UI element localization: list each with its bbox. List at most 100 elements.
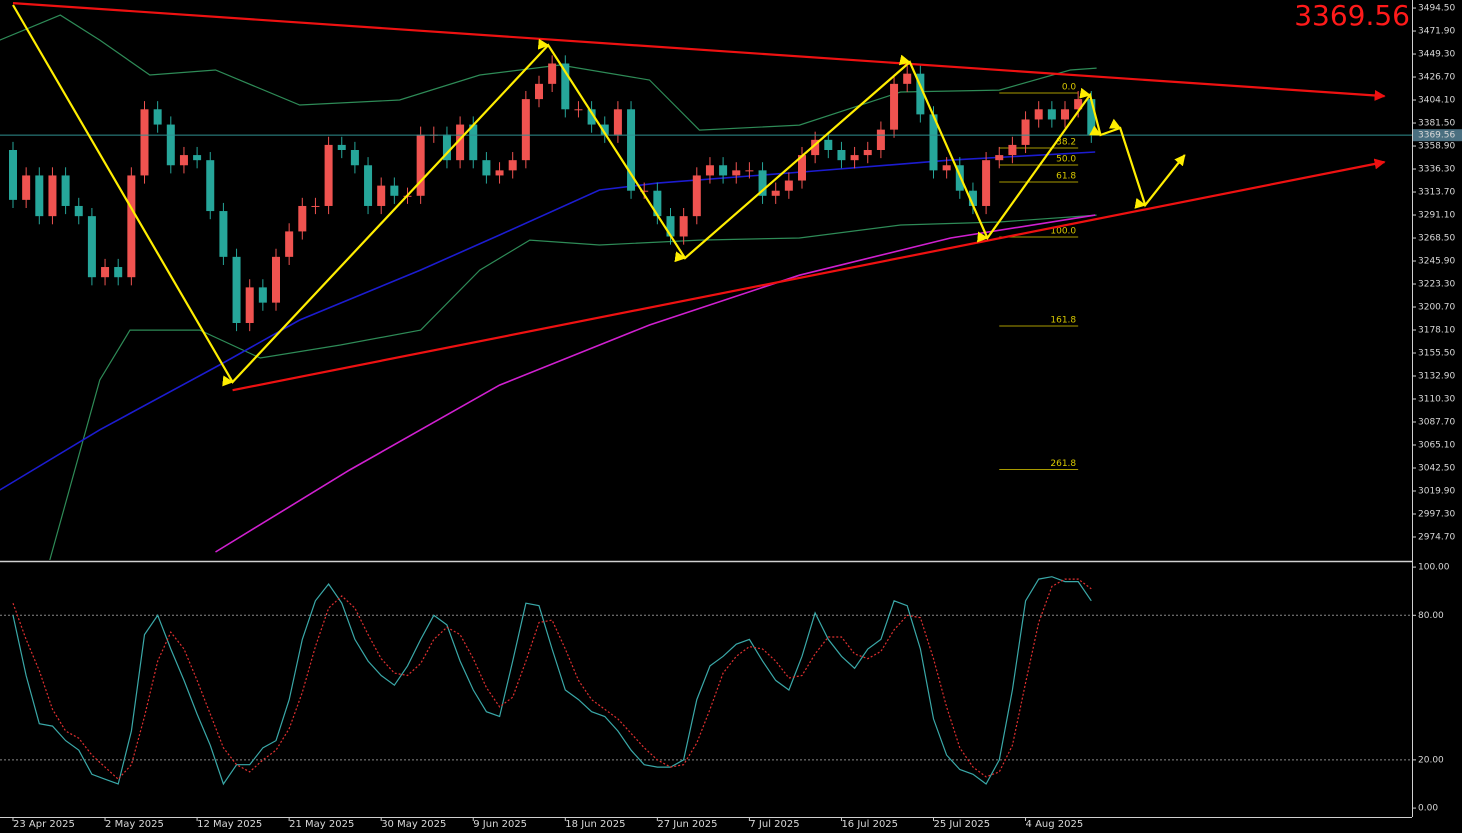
candle-body [745,170,754,172]
candle-body [732,170,741,176]
candle-body [548,63,557,84]
y-tick-label: 3426.70 [1418,73,1455,83]
x-tick-label: 16 Jul 2025 [841,819,898,830]
candle-body [784,180,793,191]
last-price-big: 3369.56 [1294,0,1410,32]
candle-body [692,175,701,217]
candle-body [48,175,57,217]
y-tick-label: 3110.30 [1418,395,1455,405]
candle-body [521,99,530,161]
y-tick-label: 3087.70 [1418,418,1455,428]
x-tick-label: 23 Apr 2025 [13,819,75,830]
osc-y-tick-label: 80.00 [1418,611,1444,621]
candle-body [61,175,70,206]
candle-body [311,205,320,207]
candle-body [245,287,254,323]
x-tick-label: 25 Jul 2025 [934,819,991,830]
candle-body [719,165,728,176]
overlay-line [12,4,1186,387]
osc-y-tick-label: 0.00 [1418,804,1438,814]
candle-body [995,155,1004,161]
candle-body [258,287,267,303]
y-tick-label: 3494.50 [1418,4,1455,14]
candle-body [206,160,215,212]
candle-body [679,216,688,237]
candle-body [1008,144,1017,156]
y-tick-label: 3313.70 [1418,188,1455,198]
candle-body [87,216,96,278]
candle-body [193,155,202,161]
last-price-tag: 3369.56 [1418,131,1455,141]
candle-body [127,175,136,278]
y-tick-label: 3155.50 [1418,349,1455,359]
x-tick-label: 27 Jun 2025 [657,819,717,830]
y-tick-label: 3042.50 [1418,464,1455,474]
y-tick-label: 3381.50 [1418,119,1455,129]
candle-body [1047,109,1056,120]
candle-body [1034,109,1043,120]
candle-body [179,155,188,166]
osc-y-tick-label: 100.00 [1418,563,1450,573]
candle-body [377,185,386,206]
candle-body [74,205,83,217]
x-tick-label: 4 Aug 2025 [1026,819,1084,830]
x-tick-label: 2 May 2025 [105,819,164,830]
candle-body [666,216,675,237]
fib-label: 50.0 [1056,154,1076,164]
osc-y-tick-label: 20.00 [1418,755,1444,765]
candle-body [416,134,425,196]
candle-body [140,109,149,176]
y-tick-label: 3336.30 [1418,165,1455,175]
candle-body [903,73,912,84]
candle-body [837,149,846,161]
candle-body [705,165,714,176]
candle-body [324,144,333,206]
candle-body [272,256,280,303]
y-tick-label: 3019.90 [1418,487,1455,497]
candle-body [114,267,123,278]
x-tick-label: 21 May 2025 [289,819,354,830]
candle-body [876,129,885,150]
candle-body [469,124,478,161]
candle-body [153,109,162,125]
fib-label: 0.0 [1062,83,1077,93]
candle-body [824,139,833,150]
candle-body [390,185,399,196]
candle-body [890,83,899,130]
candle-body [850,155,859,161]
y-tick-label: 3404.10 [1418,96,1455,106]
x-tick-label: 7 Jul 2025 [749,819,799,830]
y-tick-label: 3358.90 [1418,142,1455,152]
y-tick-label: 3200.70 [1418,303,1455,313]
x-tick-label: 9 Jun 2025 [473,819,527,830]
fib-label: 261.8 [1050,459,1076,469]
candle-body [9,149,17,200]
y-tick-label: 3449.30 [1418,50,1455,60]
y-tick-label: 3065.10 [1418,441,1455,451]
candle-body [364,165,373,206]
candle-body [482,160,491,176]
candle-body [219,211,228,257]
candle-body [101,267,110,278]
candle-body [771,190,780,196]
candle-body [508,160,517,171]
y-tick-label: 3178.10 [1418,326,1455,336]
candle-body [574,109,583,111]
candle-body [982,160,991,206]
candle-body [350,149,359,166]
candle-body [1021,119,1030,145]
candle-body [35,175,44,217]
y-tick-label: 2997.30 [1418,510,1455,520]
candle-body [232,256,241,323]
y-tick-label: 3291.10 [1418,211,1455,221]
x-tick-label: 12 May 2025 [197,819,262,830]
last-price-tag-bg [1413,129,1462,142]
y-tick-label: 2974.70 [1418,533,1455,543]
fib-label: 161.8 [1050,316,1076,326]
y-tick-label: 3132.90 [1418,372,1455,382]
fib-label: 61.8 [1056,171,1076,181]
y-tick-label: 3471.90 [1418,27,1455,37]
candle-body [1061,109,1069,120]
candle-body [22,175,31,200]
